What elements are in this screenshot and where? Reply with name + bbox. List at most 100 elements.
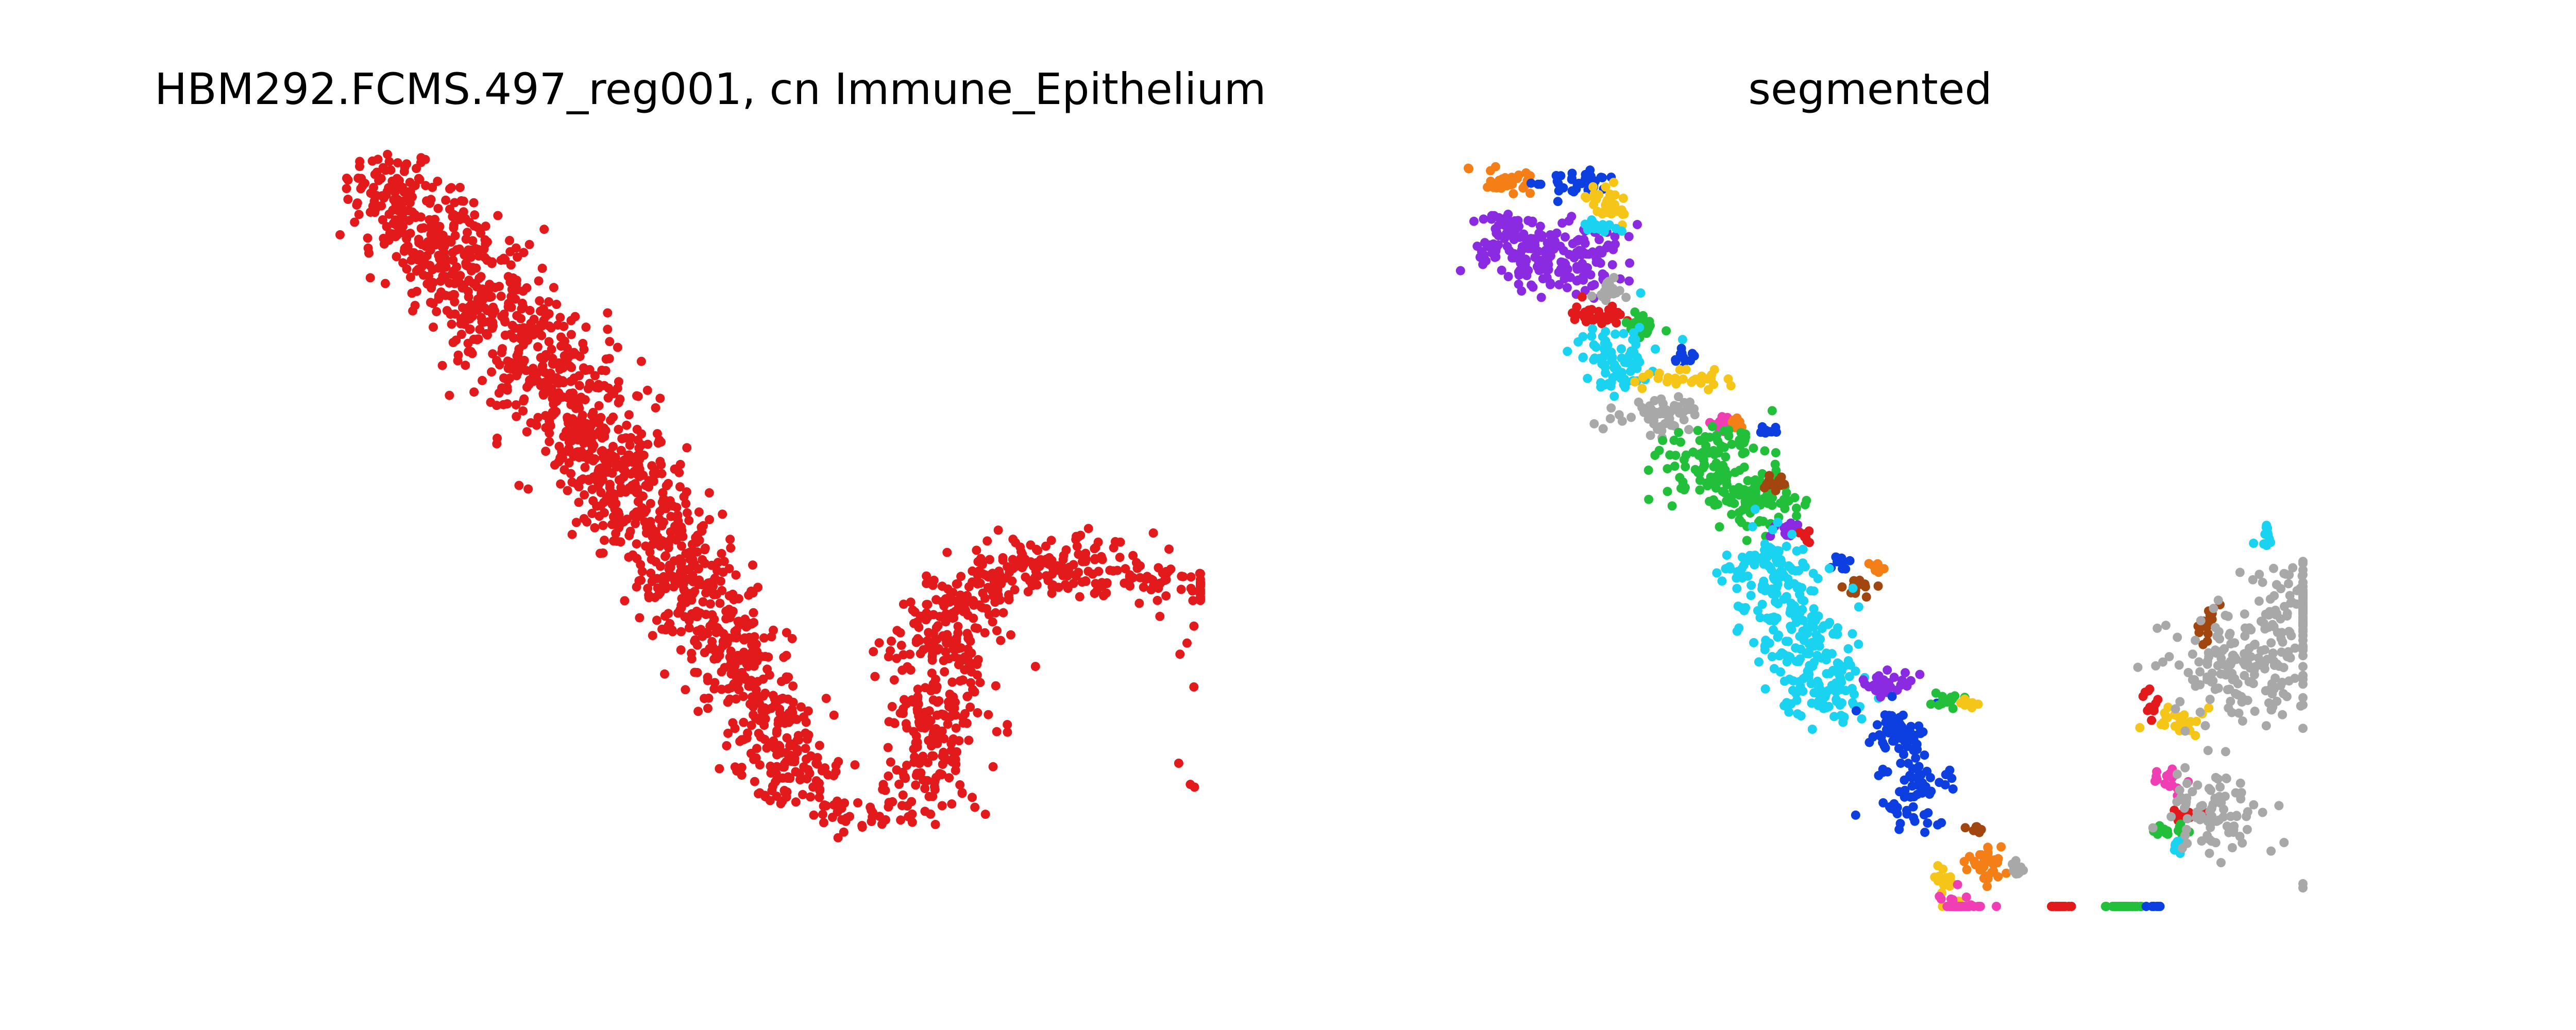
scatter-point: [445, 390, 454, 400]
scatter-point: [2232, 812, 2242, 821]
scatter-point: [809, 810, 819, 820]
scatter-point: [1712, 431, 1721, 440]
scatter-point: [342, 174, 351, 183]
scatter-point: [919, 645, 928, 655]
scatter-point: [453, 350, 463, 360]
scatter-point: [1900, 785, 1910, 795]
series-segment-brown-small-1: [1837, 575, 1883, 602]
scatter-point: [2171, 704, 2180, 714]
scatter-point: [523, 335, 533, 345]
scatter-point: [751, 685, 761, 695]
scatter-point: [1784, 651, 1793, 661]
scatter-point: [1594, 190, 1604, 199]
scatter-point: [648, 631, 657, 641]
scatter-point: [2160, 708, 2170, 718]
scatter-point: [2102, 902, 2111, 911]
scatter-point: [829, 800, 839, 810]
scatter-point: [2268, 648, 2278, 658]
scatter-point: [1807, 725, 1817, 734]
scatter-point: [798, 789, 807, 799]
scatter-point: [2153, 902, 2163, 911]
scatter-point: [2188, 787, 2197, 797]
scatter-point: [939, 747, 948, 757]
scatter-point: [1796, 644, 1806, 654]
scatter-point: [1090, 589, 1099, 598]
scatter-point: [676, 541, 686, 551]
scatter-point: [1784, 496, 1793, 506]
scatter-point: [583, 420, 593, 430]
scatter-point: [834, 757, 843, 766]
scatter-point: [564, 458, 574, 468]
scatter-point: [1831, 552, 1841, 562]
scatter-point: [447, 319, 456, 329]
scatter-point: [2204, 784, 2214, 794]
scatter-point: [713, 566, 722, 576]
scatter-point: [1956, 698, 1965, 708]
scatter-point: [1610, 232, 1620, 242]
scatter-point: [647, 461, 657, 471]
scatter-point: [1148, 528, 1158, 538]
scatter-point: [2259, 539, 2268, 549]
scatter-point: [652, 429, 662, 439]
scatter-point: [631, 519, 640, 528]
scatter-point: [513, 368, 523, 377]
scatter-point: [1174, 759, 1183, 768]
scatter-point: [559, 432, 569, 441]
scatter-point: [963, 633, 973, 643]
scatter-point: [493, 211, 503, 220]
scatter-point: [498, 344, 507, 354]
scatter-point: [553, 374, 563, 384]
scatter-point: [818, 810, 827, 819]
scatter-point: [367, 156, 377, 166]
scatter-point: [1139, 582, 1148, 592]
scatter-point: [1003, 727, 1012, 737]
scatter-point: [922, 571, 931, 581]
scatter-point: [1982, 882, 1992, 891]
scatter-point: [704, 488, 714, 497]
scatter-point: [1562, 283, 1572, 293]
scatter-point: [1601, 182, 1611, 192]
scatter-point: [2228, 650, 2238, 660]
scatter-point: [560, 336, 569, 346]
scatter-point: [483, 330, 492, 340]
scatter-point: [1535, 221, 1545, 231]
scatter-point: [518, 286, 528, 296]
scatter-point: [2125, 902, 2135, 911]
scatter-point: [1914, 762, 1924, 771]
scatter-point: [1635, 322, 1645, 332]
scatter-point: [1707, 422, 1717, 432]
scatter-point: [772, 750, 782, 760]
scatter-point: [363, 243, 373, 253]
scatter-point: [658, 504, 668, 513]
scatter-point: [1154, 583, 1163, 593]
scatter-point: [2261, 721, 2271, 731]
scatter-point: [1748, 522, 1757, 531]
scatter-point: [687, 540, 697, 549]
scatter-point: [400, 244, 410, 253]
scatter-point: [2298, 557, 2308, 566]
scatter-point: [1500, 173, 1510, 182]
scatter-point: [355, 157, 365, 166]
scatter-point: [1561, 259, 1570, 269]
scatter-point: [740, 675, 750, 684]
scatter-point: [1533, 179, 1543, 189]
scatter-point: [525, 305, 535, 315]
scatter-point: [1603, 314, 1613, 323]
scatter-point: [1743, 476, 1753, 486]
scatter-point: [1607, 260, 1617, 270]
scatter-point: [1961, 892, 1971, 902]
scatter-point: [754, 698, 764, 708]
scatter-point: [730, 665, 739, 675]
scatter-point: [605, 337, 615, 347]
scatter-point: [1874, 770, 1884, 780]
scatter-point: [1775, 499, 1785, 508]
scatter-point: [1803, 628, 1812, 638]
scatter-point: [2242, 825, 2252, 834]
scatter-point: [1721, 476, 1731, 486]
scatter-point: [1770, 597, 1780, 607]
scatter-point: [802, 774, 812, 783]
scatter-point: [408, 248, 417, 258]
scatter-point: [459, 207, 468, 217]
scatter-point: [639, 507, 649, 517]
scatter-point: [1718, 487, 1727, 496]
